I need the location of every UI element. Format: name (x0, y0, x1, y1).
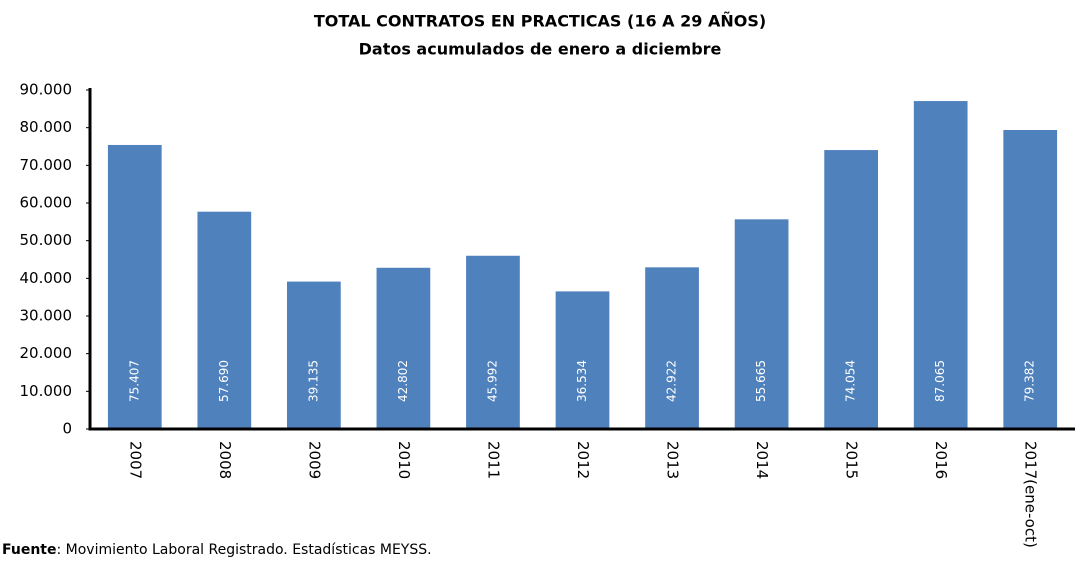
bar (197, 211, 252, 429)
x-tick-label: 2016 (932, 441, 950, 479)
x-tick-label: 2009 (305, 441, 323, 479)
y-tick-label: 60.000 (20, 194, 73, 212)
bar (824, 150, 878, 429)
value-label: 45.992 (485, 360, 499, 402)
bar (466, 255, 520, 429)
bar (734, 219, 789, 429)
bar (645, 267, 699, 429)
x-tick-label: 2017(ene-oct) (1022, 441, 1040, 548)
y-tick-label: 80.000 (20, 118, 73, 136)
y-tick-label: 90.000 (20, 81, 73, 99)
footnote-text: : Movimiento Laboral Registrado. Estadís… (56, 542, 431, 558)
chart-subtitle: Datos acumulados de enero a diciembre (359, 40, 722, 59)
bar (1003, 129, 1058, 430)
x-tick-label: 2008 (216, 441, 234, 479)
y-tick-label: 0 (62, 420, 72, 438)
value-label: 57.690 (217, 360, 231, 402)
bar (913, 101, 968, 429)
chart-title: TOTAL CONTRATOS EN PRACTICAS (16 A 29 AÑ… (314, 12, 766, 31)
value-label: 42.922 (665, 360, 679, 402)
value-label: 79.382 (1023, 360, 1037, 402)
bar (287, 281, 341, 429)
y-tick-label: 10.000 (20, 382, 73, 400)
x-tick-label: 2014 (753, 441, 771, 479)
value-label: 36.534 (575, 360, 589, 402)
bar (555, 291, 610, 429)
footnote-label: Fuente (2, 542, 56, 558)
value-label: 42.802 (396, 360, 410, 402)
y-tick-label: 50.000 (20, 231, 73, 249)
y-tick-label: 30.000 (20, 307, 73, 325)
y-tick-label: 20.000 (20, 344, 73, 362)
x-tick-label: 2013 (664, 441, 682, 479)
x-tick-label: 2011 (484, 441, 502, 479)
x-tick-label: 2015 (843, 441, 861, 479)
y-tick-label: 70.000 (20, 156, 73, 174)
value-label: 74.054 (844, 360, 858, 402)
footnote: Fuente: Movimiento Laboral Registrado. E… (2, 542, 432, 558)
x-tick-label: 2007 (126, 441, 144, 479)
y-tick-label: 40.000 (20, 269, 73, 287)
bar (376, 267, 431, 429)
value-label: 87.065 (933, 360, 947, 402)
value-label: 55.665 (754, 360, 768, 402)
x-tick-label: 2012 (574, 441, 592, 479)
value-label: 75.407 (127, 360, 141, 402)
value-label: 39.135 (306, 360, 320, 402)
bar (107, 144, 162, 429)
x-tick-label: 2010 (395, 441, 413, 479)
